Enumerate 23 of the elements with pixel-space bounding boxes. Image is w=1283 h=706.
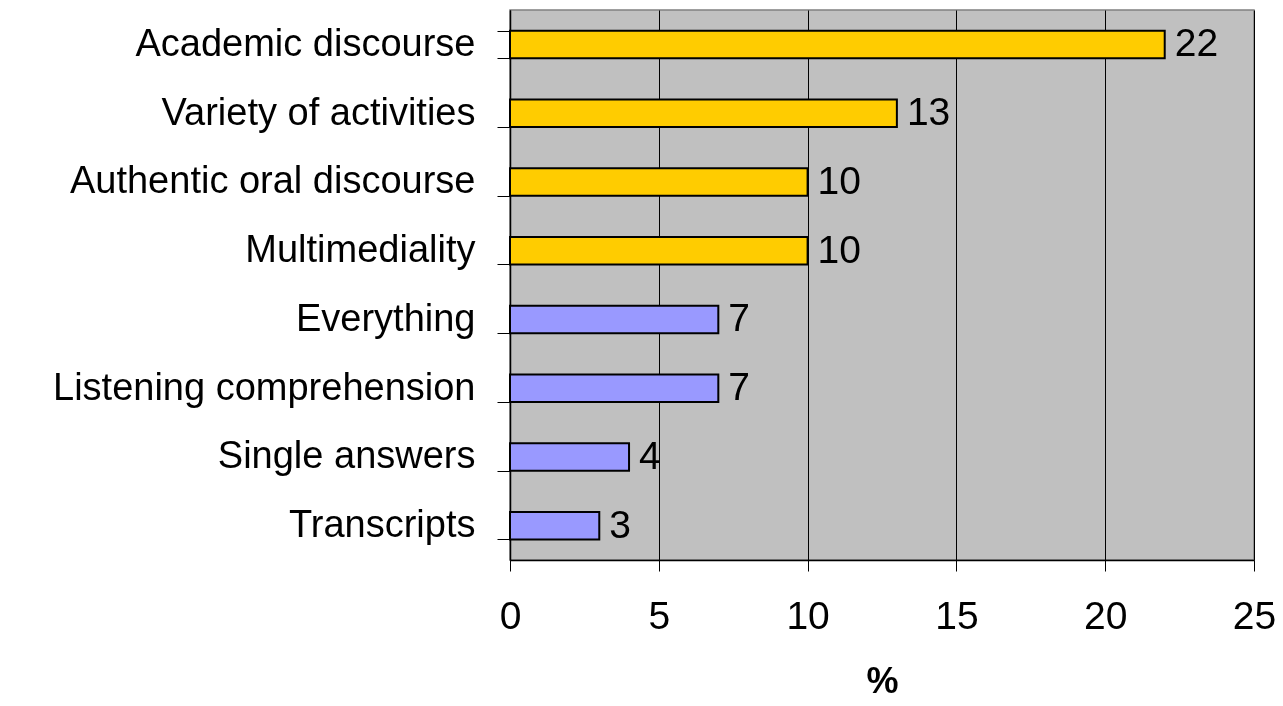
x-tick-label: 25 [1232,593,1277,637]
y-tick-label: Authentic oral discourse [69,159,476,202]
data-label: 22 [1174,21,1219,65]
data-label: 10 [817,227,861,271]
data-label: 4 [639,433,661,477]
data-label: 3 [609,502,631,546]
y-tick-label: Listening comprehension [53,365,476,408]
data-label: 7 [728,296,751,340]
data-label: 10 [817,158,861,202]
y-tick-label: Variety of activities [161,90,476,133]
x-tick-label: 15 [935,593,979,637]
data-label: 13 [906,90,951,134]
y-tick-label: Transcripts [288,503,476,546]
x-tick-label: 20 [1084,593,1128,637]
y-tick-label: Multimediality [245,228,476,271]
y-tick-label: Single answers [217,434,476,477]
y-tick-label: Academic discourse [135,21,476,64]
x-tick-label: 10 [786,593,830,637]
x-axis-title: % [866,659,899,701]
y-tick-label: Everything [295,296,476,339]
x-tick-label: 0 [499,593,522,637]
x-tick-label: 5 [648,593,671,637]
data-label: 7 [728,365,751,409]
